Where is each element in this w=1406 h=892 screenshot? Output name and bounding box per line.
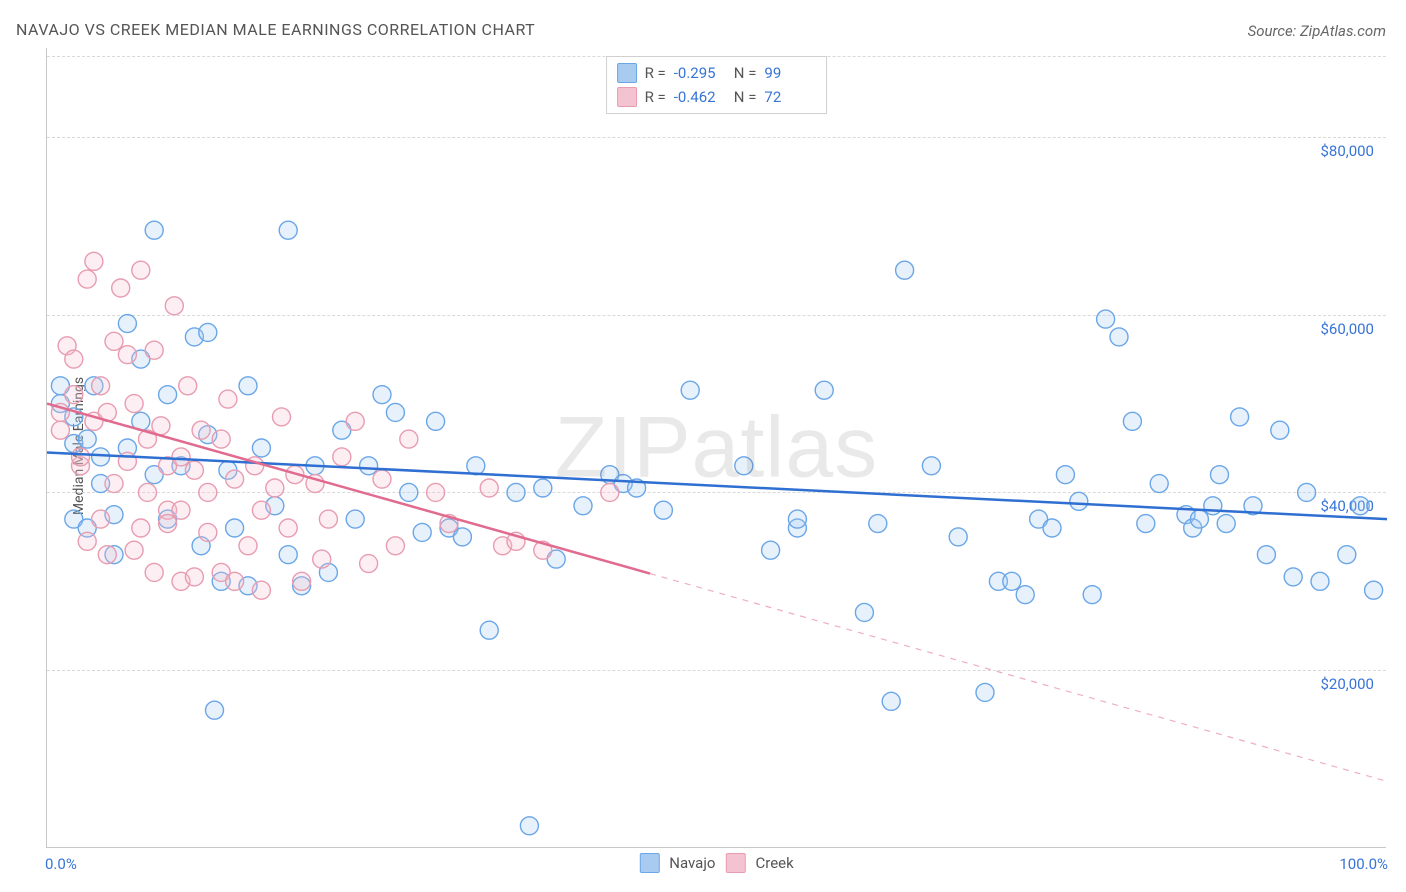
x-tick-max: 100.0% <box>1339 855 1388 873</box>
plot-area: $20,000$40,000$60,000$80,000 ZIPatlas 0.… <box>46 48 1386 848</box>
n-value-navajo: 99 <box>764 64 816 82</box>
r-value-navajo: -0.295 <box>674 64 726 82</box>
regression-line <box>47 452 1387 519</box>
regression-line-extrapolated <box>650 574 1387 782</box>
n-label: N = <box>734 64 757 82</box>
source-attribution: Source: ZipAtlas.com <box>1248 22 1386 40</box>
stats-legend: R = -0.295 N = 99 R = -0.462 N = 72 <box>606 56 828 114</box>
series-legend: Navajo Creek <box>639 853 793 873</box>
swatch-creek <box>726 853 746 873</box>
swatch-navajo <box>639 853 659 873</box>
r-value-creek: -0.462 <box>674 88 726 106</box>
stats-row-navajo: R = -0.295 N = 99 <box>617 61 817 85</box>
r-label: R = <box>645 64 666 82</box>
stats-row-creek: R = -0.462 N = 72 <box>617 85 817 109</box>
legend-label-navajo: Navajo <box>669 854 715 872</box>
regression-line <box>47 404 650 574</box>
x-tick-min: 0.0% <box>45 855 77 873</box>
chart-title: NAVAJO VS CREEK MEDIAN MALE EARNINGS COR… <box>16 20 535 39</box>
swatch-navajo <box>617 63 637 83</box>
legend-label-creek: Creek <box>756 854 794 872</box>
regression-layer <box>47 48 1386 847</box>
n-value-creek: 72 <box>764 88 816 106</box>
swatch-creek <box>617 87 637 107</box>
n-label: N = <box>734 88 757 106</box>
r-label: R = <box>645 88 666 106</box>
